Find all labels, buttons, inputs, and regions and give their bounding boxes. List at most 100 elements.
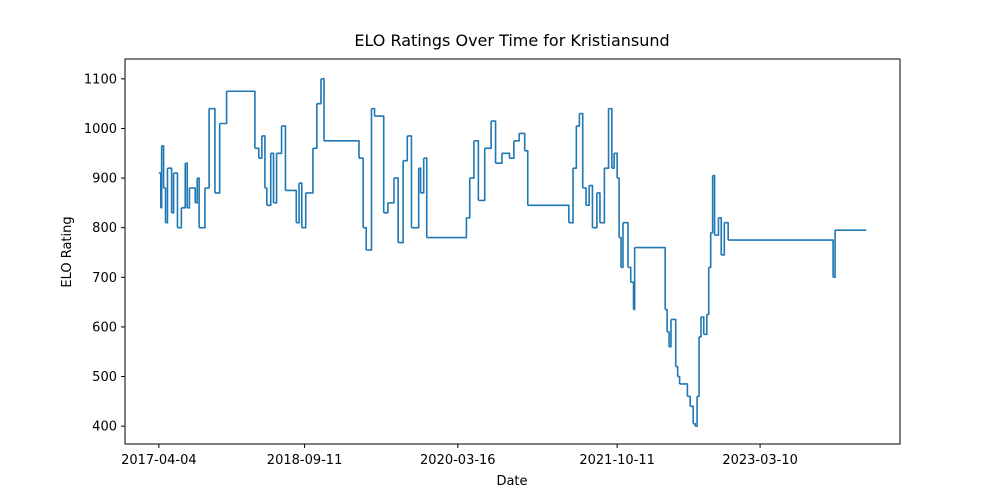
line-step — [478, 148, 486, 202]
line-step — [708, 232, 712, 269]
line-step — [276, 125, 283, 155]
line-step — [171, 173, 175, 214]
line-step — [187, 187, 191, 209]
line-step — [387, 178, 395, 204]
line-step — [469, 140, 475, 179]
line-step — [161, 145, 165, 188]
line-step — [833, 230, 836, 279]
line-step — [189, 187, 197, 203]
line-step — [316, 78, 322, 105]
line-step — [524, 149, 529, 206]
line-step — [411, 168, 420, 229]
y-tick-label: 400 — [92, 420, 117, 435]
line-step — [264, 187, 268, 206]
line-step — [273, 153, 278, 204]
line-step — [407, 135, 413, 228]
line-step — [724, 221, 729, 241]
line-step — [281, 125, 287, 191]
line-step — [667, 331, 670, 347]
line-step — [670, 318, 677, 367]
line-step — [398, 160, 404, 244]
plot-frame — [124, 58, 901, 445]
line-step — [710, 175, 714, 234]
line-step — [158, 172, 162, 208]
line-step — [687, 395, 691, 407]
line-step — [495, 153, 503, 164]
x-tick-label: 2023-03-10 — [722, 453, 798, 468]
line-step — [466, 178, 471, 219]
line-step — [366, 108, 373, 251]
y-tick-label: 1100 — [84, 72, 117, 87]
line-step — [519, 132, 526, 151]
line-step — [627, 266, 632, 283]
line-step — [728, 239, 834, 278]
line-step — [185, 162, 188, 208]
x-tick-label: 2021-10-11 — [579, 453, 655, 468]
line-step — [633, 247, 636, 311]
line-step — [599, 168, 606, 224]
y-tick-label: 700 — [92, 271, 117, 286]
line-step — [209, 107, 216, 193]
line-step — [619, 236, 622, 268]
line-step — [699, 316, 702, 338]
line-step — [617, 177, 620, 238]
y-tick-label: 600 — [92, 320, 117, 335]
x-axis-label: Date — [496, 474, 527, 489]
line-step — [177, 207, 183, 229]
y-tick-label: 900 — [92, 172, 117, 187]
line-step — [679, 383, 689, 397]
line-step — [254, 147, 260, 159]
line-step — [296, 183, 300, 224]
line-step — [258, 135, 263, 160]
x-tick-label: 2017-04-04 — [121, 453, 197, 468]
line-step — [163, 187, 167, 223]
line-step — [285, 189, 298, 223]
line-step — [301, 192, 307, 229]
line-step — [665, 308, 668, 332]
line-step — [573, 125, 578, 169]
line-step — [491, 120, 497, 164]
line-step — [214, 123, 221, 194]
line-step — [706, 267, 710, 316]
line-step — [630, 281, 635, 310]
line-step — [579, 112, 584, 188]
y-axis-label: ELO Rating — [60, 216, 75, 287]
line-step — [700, 316, 705, 335]
line-step — [718, 216, 723, 255]
line-step — [675, 365, 679, 377]
line-step — [160, 145, 163, 209]
line-step — [568, 168, 574, 224]
y-tick-label: 1000 — [84, 122, 117, 137]
line-step — [403, 135, 409, 162]
line-step — [324, 140, 360, 159]
line-step — [669, 319, 672, 348]
line-step — [195, 178, 198, 204]
line-step — [712, 174, 716, 236]
line-step — [677, 375, 681, 384]
line-step — [721, 222, 726, 256]
y-tick-label: 800 — [92, 221, 117, 236]
line-step — [697, 336, 700, 398]
line-step — [582, 187, 587, 206]
line-step — [695, 396, 698, 427]
line-step — [693, 422, 696, 427]
line-step — [690, 405, 695, 424]
line-step — [501, 152, 511, 159]
line-step — [197, 177, 200, 228]
line-step — [592, 192, 598, 229]
line-step — [261, 135, 266, 188]
line-step — [358, 157, 364, 228]
line-step — [167, 167, 173, 213]
line-step — [527, 204, 570, 223]
line-step — [473, 140, 480, 201]
line-step — [423, 157, 428, 238]
line-step — [608, 107, 613, 169]
y-tick-label: 500 — [92, 370, 117, 385]
line-step — [363, 226, 368, 251]
x-tick-label: 2020-03-16 — [420, 453, 496, 468]
line-step — [589, 184, 594, 228]
line-step — [509, 140, 515, 160]
x-tick-label: 2018-09-11 — [267, 453, 343, 468]
line-step — [226, 90, 256, 149]
